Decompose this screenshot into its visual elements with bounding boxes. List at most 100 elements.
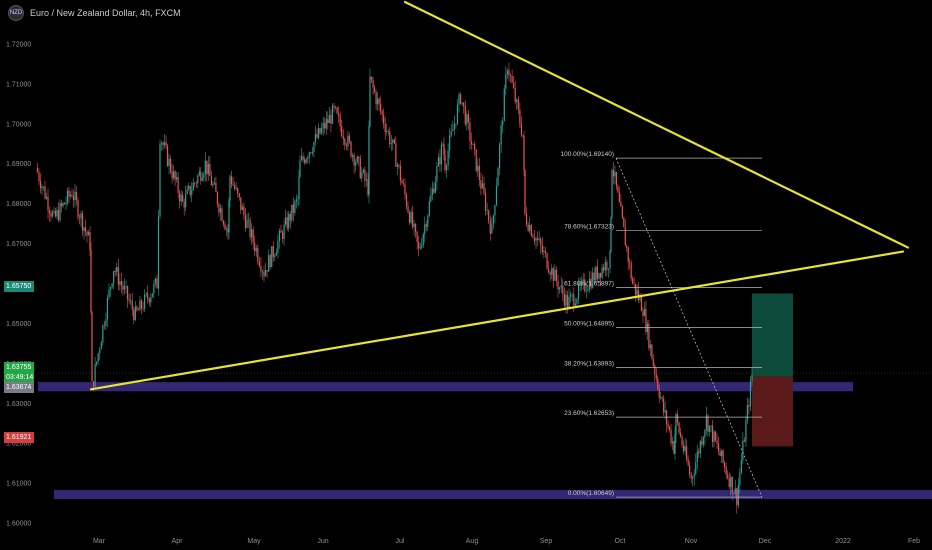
candle-body — [404, 184, 406, 195]
y-tick-label: 1.67000 — [6, 241, 31, 248]
candle-body — [283, 224, 285, 239]
candle-body — [166, 145, 169, 166]
candle-body — [272, 246, 274, 257]
candle-body — [711, 425, 714, 443]
candle-body — [51, 212, 54, 217]
candle-body — [413, 224, 415, 228]
candle-body — [291, 204, 293, 221]
candle-body — [228, 200, 230, 233]
candle-body — [56, 210, 58, 217]
y-tick-label: 1.68000 — [6, 201, 31, 208]
symbol-icon[interactable]: NZD — [8, 5, 24, 21]
candle-body — [288, 213, 290, 229]
candle-body — [748, 405, 750, 407]
candle-body — [331, 105, 334, 124]
candle-body — [684, 446, 686, 452]
candle-body — [258, 261, 260, 266]
candle-body — [731, 476, 733, 494]
candle-body — [307, 157, 309, 159]
candle-body — [367, 179, 369, 195]
candle-body — [618, 192, 620, 202]
candle-body — [212, 183, 214, 186]
candle-body — [130, 300, 132, 302]
candle-body — [565, 294, 567, 306]
candle-body — [609, 251, 611, 269]
candle-body — [72, 196, 75, 201]
support-zones — [38, 382, 932, 500]
candle-body — [523, 136, 525, 170]
candle-body — [658, 388, 660, 398]
candle-body — [434, 181, 436, 193]
candle-body — [252, 229, 254, 243]
candle-body — [657, 378, 659, 389]
candle-body — [87, 232, 90, 236]
candle-body — [41, 186, 43, 189]
candle-body — [428, 201, 430, 216]
candle-body — [427, 215, 429, 227]
candle-body — [370, 76, 373, 80]
candle-body — [350, 141, 352, 157]
candle-body — [450, 131, 452, 136]
candle-body — [637, 290, 640, 300]
candle-body — [57, 210, 60, 221]
candle-body — [153, 283, 155, 294]
candle-body — [737, 485, 739, 506]
candle-body — [77, 200, 79, 218]
candle-body — [636, 290, 638, 295]
candle-body — [333, 105, 335, 107]
candle-body — [581, 281, 583, 286]
candle-body — [36, 167, 39, 173]
candle-body — [719, 451, 721, 457]
candle-body — [541, 245, 543, 252]
candle-body — [533, 237, 536, 241]
candle-body — [588, 278, 591, 290]
candle-body — [415, 224, 417, 232]
candle-body — [652, 358, 654, 366]
candle-body — [281, 232, 284, 239]
candle-body — [151, 293, 153, 298]
candle-body — [469, 122, 471, 142]
candle-body — [75, 191, 78, 201]
candle-body — [99, 349, 101, 354]
chart-title[interactable]: Euro / New Zealand Dollar, 4h, FXCM — [30, 8, 181, 18]
chart-header: NZD Euro / New Zealand Dollar, 4h, FXCM — [8, 5, 181, 21]
candle-body — [201, 177, 203, 181]
candle-body — [730, 476, 732, 487]
candle-body — [436, 166, 438, 182]
candle-body — [444, 155, 446, 171]
candle-body — [165, 142, 167, 146]
candle-body — [724, 462, 726, 467]
candle-body — [568, 296, 570, 308]
candle-body — [499, 144, 501, 169]
candle-body — [69, 194, 72, 197]
candle-body — [660, 397, 662, 399]
candle-body — [108, 289, 110, 298]
candle-body — [84, 227, 87, 232]
candle-body — [484, 193, 487, 211]
target-price-tag: 1.65750 — [4, 281, 34, 292]
candle-body — [185, 193, 187, 208]
candle-body — [629, 261, 631, 263]
candle-body — [159, 144, 161, 217]
y-tick-label: 1.61000 — [6, 481, 31, 488]
candle-body — [194, 182, 196, 184]
candle-body — [257, 248, 259, 262]
candle-body — [97, 353, 99, 362]
candle-body — [383, 114, 385, 125]
candle-body — [492, 215, 494, 225]
candle-body — [661, 397, 663, 399]
candle-body — [179, 193, 181, 202]
candle-body — [373, 87, 376, 93]
candle-body — [238, 193, 240, 198]
y-tick-label: 1.62000 — [6, 441, 31, 448]
candle-body — [574, 303, 576, 306]
candle-body — [63, 202, 66, 205]
candle-body — [39, 180, 42, 189]
candle-body — [407, 206, 409, 213]
candle-body — [478, 165, 480, 180]
candle-body — [353, 155, 355, 166]
candle-body — [240, 197, 242, 211]
candle-body — [390, 143, 392, 145]
candle-body — [289, 213, 291, 221]
